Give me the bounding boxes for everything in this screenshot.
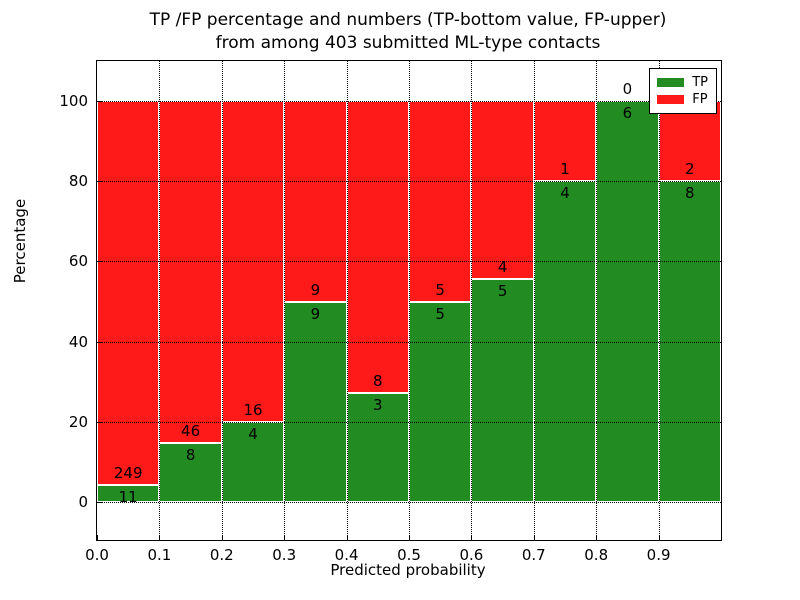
x-tick-label: 0.3: [272, 546, 297, 564]
bar-tp-segment: [596, 101, 659, 502]
v-gridline: [159, 61, 161, 540]
v-gridline: [346, 61, 348, 540]
tp-count-label: 5: [497, 282, 508, 301]
v-gridline: [533, 61, 535, 540]
bar-tp-segment: [471, 279, 534, 502]
x-tick: [596, 535, 598, 540]
v-gridline: [471, 61, 473, 540]
y-tick-label: 100: [59, 92, 88, 110]
x-tick-label: 0.5: [397, 546, 421, 564]
tp-count-label: 4: [248, 424, 258, 443]
x-tick-label: 0.8: [584, 546, 609, 564]
y-tick: [97, 261, 102, 263]
y-tick-label: 80: [68, 172, 88, 191]
y-tick-label: 20: [68, 412, 88, 431]
tp-count-label: 4: [560, 184, 570, 203]
tp-count-label: 9: [310, 304, 321, 323]
bar-tp-segment: [97, 485, 160, 502]
bar-fp-segment: [159, 101, 222, 443]
v-gridline: [596, 61, 598, 540]
x-tick: [159, 535, 161, 540]
fp-count-label: 16: [243, 400, 263, 419]
fp-count-label: 9: [310, 280, 321, 299]
legend-label: TP: [692, 75, 708, 90]
x-tick: [533, 535, 535, 540]
bar-fp-segment: [658, 101, 721, 182]
fp-count-label: 1: [560, 160, 570, 179]
x-tick: [97, 535, 98, 540]
bar-fp-segment: [97, 101, 160, 486]
y-tick: [97, 341, 102, 343]
x-tick: [221, 535, 223, 540]
y-tick: [97, 421, 102, 423]
tp-count-label: 5: [435, 304, 445, 323]
fp-count-label: 0: [622, 80, 633, 98]
fp-count-label: 249: [113, 464, 143, 483]
bar-fp-segment: [471, 101, 534, 280]
tp-count-label: 8: [185, 445, 196, 464]
x-tick: [346, 535, 348, 540]
tp-count-label: 8: [685, 184, 695, 203]
fp-count-label: 5: [435, 280, 445, 299]
v-gridline: [284, 61, 286, 540]
legend-item: FP: [657, 91, 708, 108]
y-tick: [97, 101, 102, 102]
v-gridline: [221, 61, 223, 540]
plot-area: TP FP 249 11 46 8 16 4 9 9 8 3 5 5 4 5 1 4 0 6 2 8 0 20 40 60 80 1…: [59, 60, 722, 564]
y-tick-label: 0: [78, 493, 88, 511]
x-tick-label: 0.6: [459, 546, 484, 564]
y-axis-label: Percentage: [11, 198, 29, 284]
legend-label: FP: [692, 92, 708, 107]
y-tick-label: 60: [68, 252, 88, 271]
y-tick: [97, 181, 102, 183]
legend-swatch-tp: [657, 78, 685, 87]
v-gridline: [409, 61, 410, 540]
bar-tp-segment: [159, 442, 222, 502]
legend: TP FP: [649, 68, 717, 114]
x-tick-label: 0.2: [209, 546, 234, 564]
chart-title-line1: TP /FP percentage and numbers (TP-bottom…: [149, 10, 667, 30]
fp-count-label: 46: [181, 421, 201, 440]
bar-fp-segment: [409, 101, 472, 302]
fp-count-label: 4: [497, 258, 508, 277]
bar-tp-segment: [221, 421, 285, 502]
x-tick: [658, 535, 660, 540]
x-tick-label: 0.9: [646, 546, 671, 564]
tp-count-label: 3: [373, 395, 383, 414]
fp-count-label: 8: [373, 371, 383, 390]
x-tick-label: 0.1: [147, 546, 172, 564]
fp-count-label: 2: [685, 160, 695, 179]
y-tick-label: 40: [68, 332, 88, 351]
y-tick: [97, 502, 102, 503]
legend-item: TP: [657, 74, 708, 91]
bar-tp-segment: [284, 301, 347, 502]
x-tick-label: 0.7: [521, 546, 546, 564]
v-gridline: [658, 61, 660, 540]
bar-tp-segment: [658, 181, 721, 502]
x-tick: [471, 535, 473, 540]
x-tick: [409, 535, 410, 540]
legend-swatch-fp: [657, 95, 685, 104]
tp-count-label: 11: [118, 488, 138, 507]
chart-title-line2: from among 403 submitted ML-type contact…: [215, 33, 601, 53]
bar-fp-segment: [284, 101, 347, 302]
x-tick-label: 0.0: [85, 546, 109, 564]
x-tick-label: 0.4: [334, 546, 359, 564]
tp-count-label: 6: [622, 104, 633, 122]
x-axis-label: Predicted probability: [330, 561, 486, 579]
bar-fp-segment: [346, 101, 409, 393]
x-tick: [284, 535, 286, 540]
bar-tp-segment: [409, 301, 472, 502]
chart-title: TP /FP percentage and numbers (TP-bottom…: [96, 9, 720, 55]
